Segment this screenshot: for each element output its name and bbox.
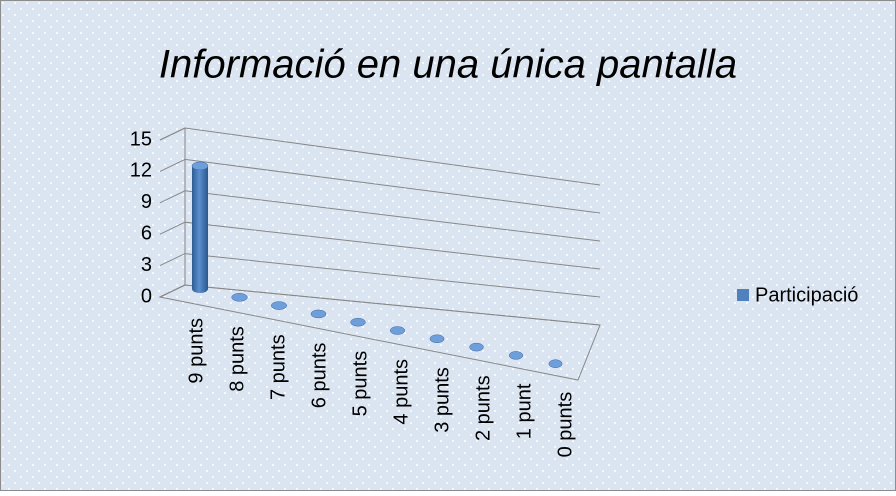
x-tick-label: 1 punt (513, 383, 535, 439)
chart-title: Informació en una única pantalla (159, 43, 737, 87)
bar-top (429, 334, 445, 344)
bar (390, 326, 405, 335)
x-tick-label: 6 punts (308, 343, 330, 409)
bar (350, 317, 366, 327)
bar-top (310, 309, 327, 319)
bar-top (469, 342, 484, 352)
bar (271, 301, 287, 310)
y-tick-label: 12 (130, 160, 152, 182)
bar (429, 334, 445, 344)
grid-line (159, 284, 601, 326)
x-tick-label: 2 punts (472, 375, 494, 441)
y-tick-label: 3 (141, 254, 152, 276)
bar-top (350, 317, 366, 327)
legend-swatch (737, 289, 749, 301)
grid-line (159, 127, 601, 186)
grid-line (159, 253, 601, 298)
bar (508, 351, 524, 360)
grid-line (159, 221, 601, 270)
bar-body (192, 165, 208, 293)
x-tick-label: 8 punts (226, 326, 248, 392)
bar-top (271, 301, 287, 310)
grid-line (159, 190, 601, 242)
y-tick-label: 9 (141, 191, 152, 213)
y-tick-label: 6 (141, 222, 152, 244)
grid-line (159, 158, 601, 214)
bar-top (390, 326, 405, 335)
bar-top (191, 161, 209, 171)
bar (191, 161, 209, 293)
y-tick-label: 0 (141, 285, 152, 307)
x-tick-label: 9 punts (185, 318, 207, 384)
bar-top (548, 359, 563, 368)
legend-label: Participació (755, 284, 858, 306)
bar (469, 342, 484, 352)
bar (231, 293, 248, 302)
y-tick-label: 15 (130, 128, 152, 150)
bar-top (231, 293, 248, 302)
bar (310, 309, 327, 319)
x-tick-label: 4 punts (390, 359, 412, 425)
bar (548, 359, 563, 368)
x-tick-label: 7 punts (267, 334, 289, 400)
x-tick-label: 5 punts (349, 351, 371, 417)
x-tick-label: 0 punts (554, 392, 576, 458)
x-tick-label: 3 punts (431, 367, 453, 433)
bar-top (508, 351, 524, 360)
